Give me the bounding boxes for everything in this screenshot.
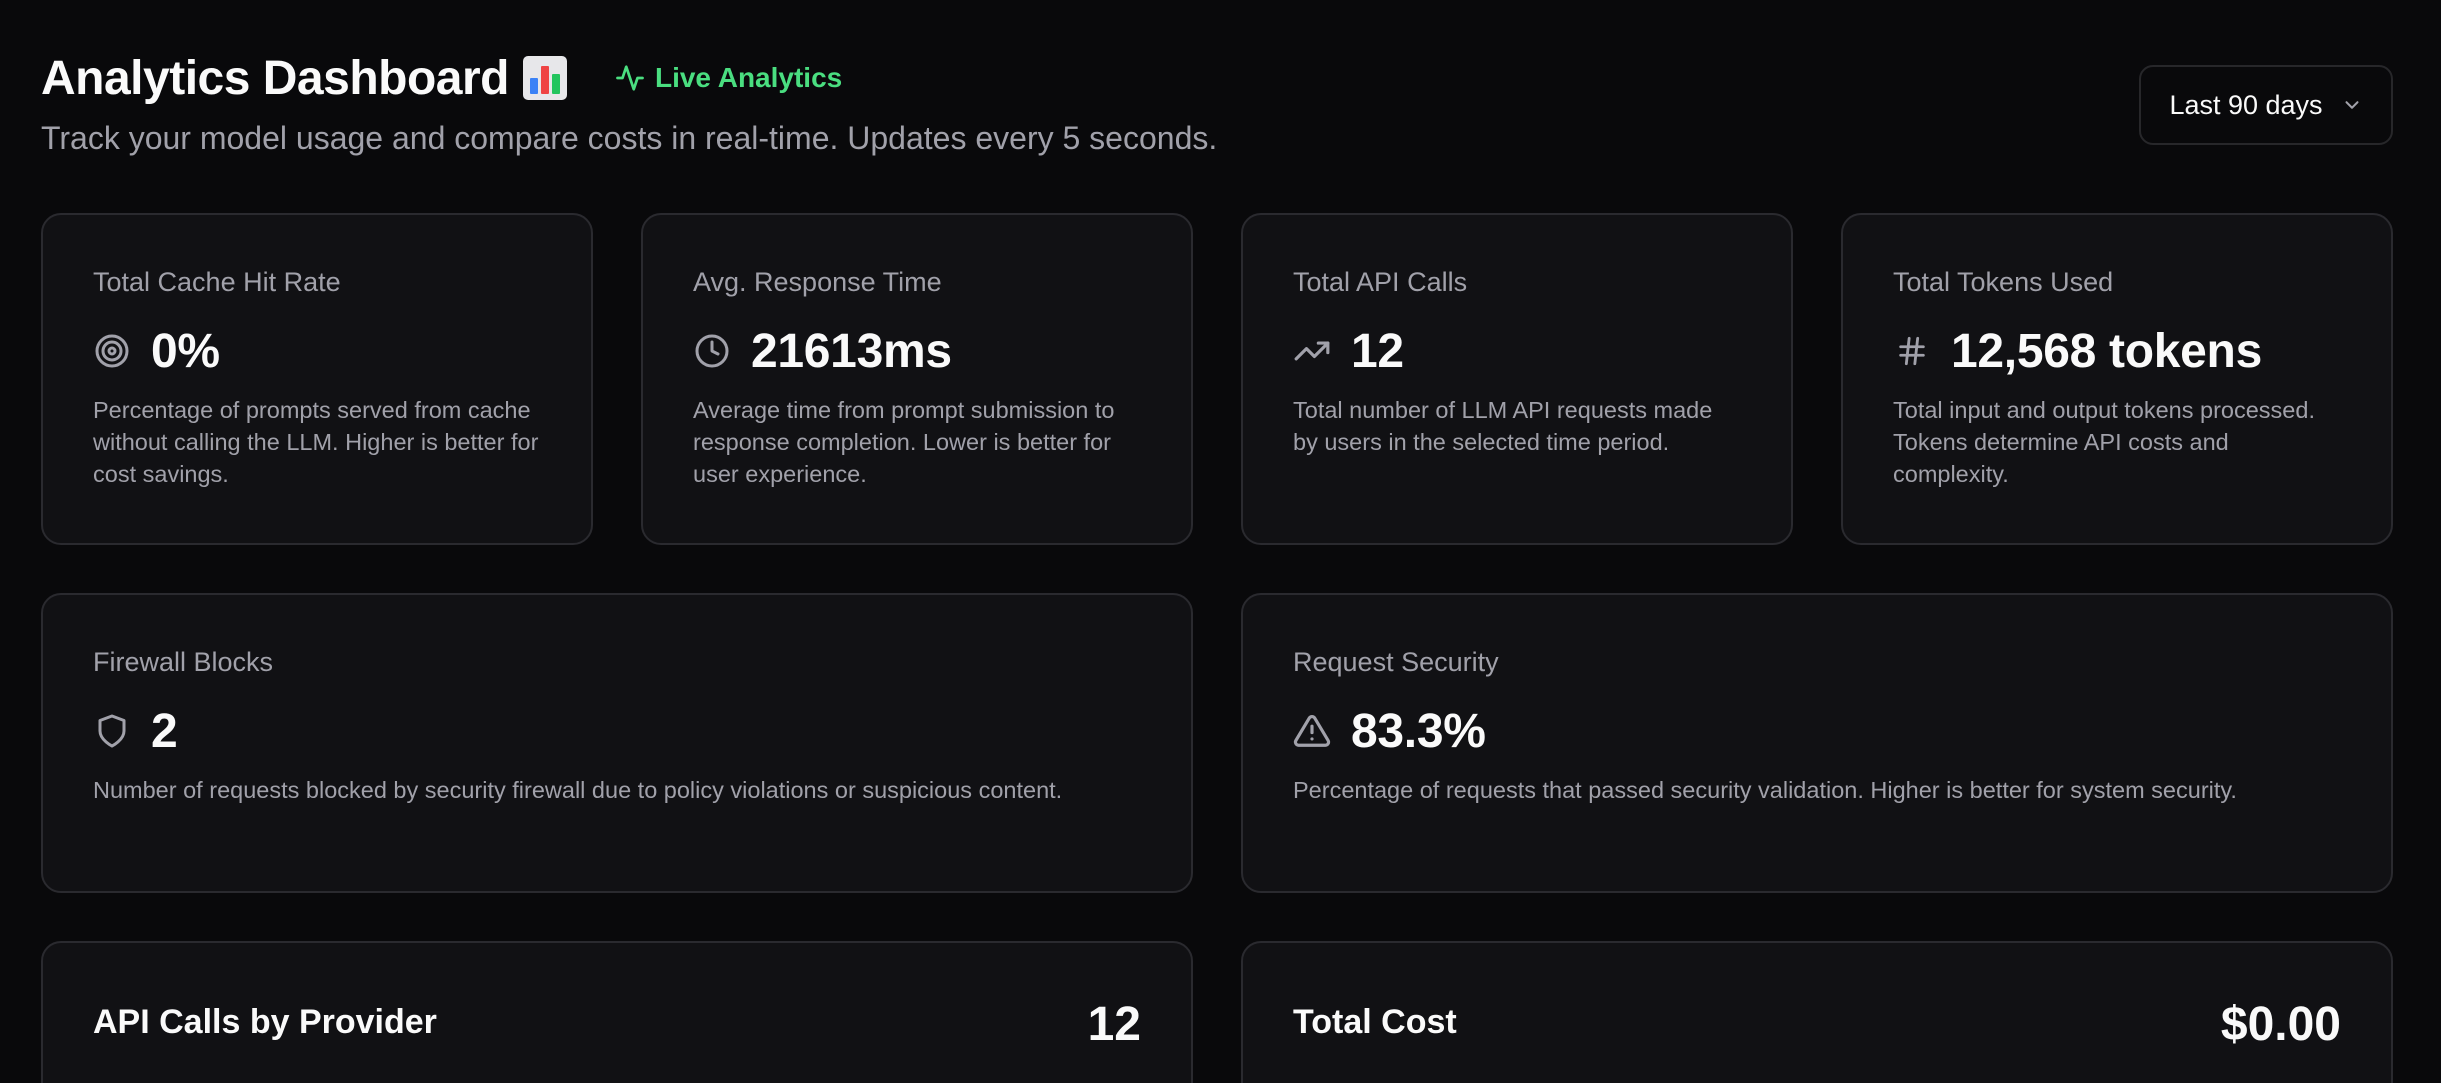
api-calls-by-provider-panel: API Calls by Provider 12: [41, 941, 1193, 1083]
total-tokens-card: Total Tokens Used 12,568 tokens Total in…: [1841, 213, 2393, 545]
card-value-row: 83.3%: [1293, 704, 2341, 758]
total-cost-panel: Total Cost $0.00: [1241, 941, 2393, 1083]
target-icon: [93, 332, 131, 370]
panel-title: API Calls by Provider: [93, 1003, 437, 1041]
card-label: Avg. Response Time: [693, 267, 942, 297]
card-label: Request Security: [1293, 647, 1499, 677]
firewall-blocks-card: Firewall Blocks 2 Number of requests blo…: [41, 593, 1193, 893]
title-row: Analytics Dashboard Live Analytics: [41, 50, 2393, 106]
card-description: Average time from prompt submission to r…: [693, 397, 1115, 487]
card-label: Firewall Blocks: [93, 647, 274, 677]
card-description: Number of requests blocked by security f…: [93, 777, 1063, 803]
card-value: 12: [1351, 324, 1404, 378]
card-value: 2: [151, 704, 178, 758]
card-value-row: 12: [1293, 324, 1741, 378]
avg-response-time-card: Avg. Response Time 21613ms Average time …: [641, 213, 1193, 545]
alert-triangle-icon: [1293, 712, 1331, 750]
bar-chart-emoji-icon: [522, 56, 567, 100]
shield-icon: [93, 712, 131, 750]
live-analytics-badge: Live Analytics: [615, 62, 842, 94]
cache-hit-rate-card: Total Cache Hit Rate 0% Percentage of pr…: [41, 213, 593, 545]
card-value-row: 21613ms: [693, 324, 1141, 378]
time-range-value: Last 90 days: [2169, 89, 2323, 120]
card-description: Total input and output tokens processed.…: [1893, 397, 2315, 487]
card-label: Total API Calls: [1293, 267, 1468, 297]
total-api-calls-card: Total API Calls 12 Total number of LLM A…: [1241, 213, 1793, 545]
card-value: 83.3%: [1351, 704, 1486, 758]
card-value-row: 12,568 tokens: [1893, 324, 2341, 378]
time-range-select[interactable]: Last 90 days: [2139, 65, 2393, 145]
card-label: Total Tokens Used: [1893, 267, 2114, 297]
activity-icon: [616, 65, 644, 91]
card-description: Percentage of requests that passed secur…: [1293, 777, 2237, 803]
hash-icon: [1893, 332, 1931, 370]
trending-up-icon: [1293, 332, 1331, 370]
request-security-card: Request Security 83.3% Percentage of req…: [1241, 593, 2393, 893]
page-header: Analytics Dashboard Live Analytics Track…: [41, 50, 2393, 170]
page-title: Analytics Dashboard: [41, 51, 509, 105]
panel-value: $0.00: [2220, 998, 2341, 1051]
card-description: Total number of LLM API requests made by…: [1293, 397, 1713, 455]
card-value: 0%: [151, 324, 220, 378]
live-analytics-label: Live Analytics: [654, 62, 843, 93]
card-label: Total Cache Hit Rate: [93, 267, 341, 297]
clock-icon: [693, 332, 731, 370]
card-value: 12,568 tokens: [1951, 324, 2262, 378]
card-value: 21613ms: [751, 324, 952, 378]
panel-title: Total Cost: [1293, 1003, 1457, 1041]
panel-value: 12: [1087, 998, 1141, 1051]
card-value-row: 0%: [93, 324, 541, 378]
card-value-row: 2: [93, 704, 1141, 758]
chevron-down-icon: [2345, 101, 2359, 109]
page-subtitle: Track your model usage and compare costs…: [41, 120, 1218, 156]
card-description: Percentage of prompts served from cache …: [93, 397, 539, 487]
